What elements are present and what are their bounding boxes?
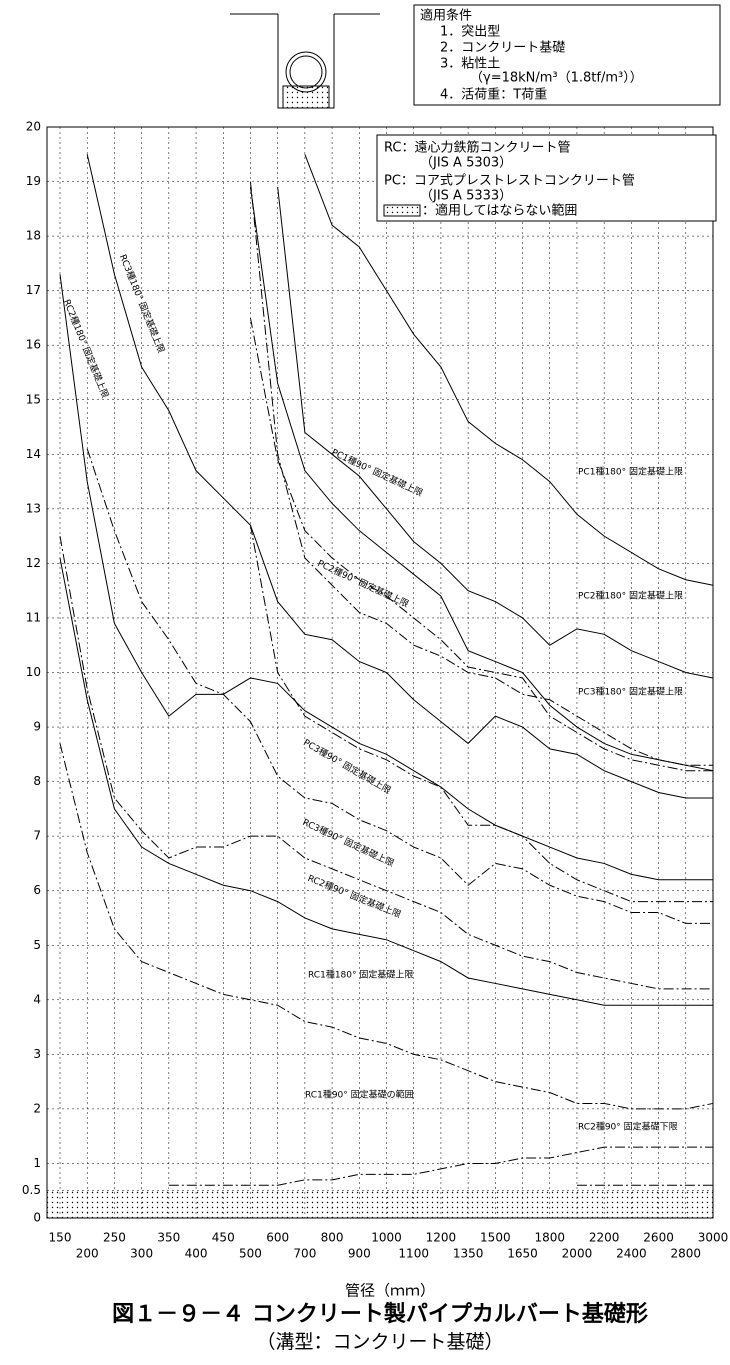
- x-tick-label: 2400: [616, 1247, 647, 1261]
- condition: 2．コンクリート基礎: [440, 41, 565, 56]
- series-line: [59, 743, 714, 1110]
- conditions-box: [413, 4, 721, 106]
- x-tick-label: 400: [185, 1247, 208, 1261]
- series-label: RC2種90° 固定基礎上限: [306, 872, 403, 920]
- y-tick-label: 17: [26, 283, 41, 297]
- x-tick-label: 1800: [534, 1231, 565, 1245]
- y-tick-label: 0.5: [22, 1183, 41, 1197]
- series-line: [304, 154, 714, 586]
- series-line: [59, 274, 713, 881]
- chart-title: 図１－９－４ コンクリート製パイプカルバート基礎形: [112, 1301, 648, 1327]
- y-tick-label: 5: [33, 938, 41, 952]
- y-tick-label: 9: [33, 720, 41, 734]
- x-tick-label: 1100: [398, 1247, 429, 1261]
- x-tick-label: 500: [239, 1247, 262, 1261]
- y-tick-label: 0: [33, 1211, 41, 1225]
- x-tick-label: 700: [293, 1247, 316, 1261]
- series-label: PC1種90° 固定基礎上限: [330, 446, 425, 499]
- series-line: [168, 1146, 713, 1186]
- x-tick-label: 1350: [453, 1247, 484, 1261]
- y-tick-label: 4: [33, 992, 41, 1006]
- y-tick-label: 14: [26, 447, 41, 461]
- series-label: RC2種90° 固定基礎下限: [578, 1121, 678, 1133]
- y-tick-label: 19: [26, 174, 41, 188]
- x-tick-label: 2000: [562, 1247, 593, 1261]
- series-label: PC3種180° 固定基礎上限: [578, 686, 683, 698]
- series-line: [277, 186, 714, 679]
- series-label: RC1種90° 固定基礎の範囲: [305, 1089, 414, 1101]
- x-tick-label: 1200: [426, 1231, 457, 1245]
- series-line: [59, 536, 713, 990]
- chart-subtitle: （溝型：コンクリート基礎）: [256, 1331, 503, 1353]
- x-tick-label: 1000: [371, 1231, 402, 1245]
- condition: 3．粘性土: [440, 57, 500, 72]
- trench-diagram: [230, 13, 380, 109]
- y-tick-label: 8: [33, 774, 41, 788]
- series-line: [249, 181, 713, 766]
- x-tick-label: 150: [49, 1231, 72, 1245]
- y-tick-label: 12: [26, 556, 41, 570]
- y-tick-label: 1: [33, 1156, 41, 1170]
- series-label: RC3種90° 固定基礎上限: [301, 816, 396, 869]
- legend-swatch: [383, 204, 421, 217]
- x-tick-label: 350: [157, 1231, 180, 1245]
- x-tick-label: 450: [212, 1231, 235, 1245]
- condition: 4．活荷重：T荷重: [440, 87, 547, 103]
- legend-note: （JIS A 5333）: [420, 189, 512, 204]
- series-line: [86, 154, 713, 799]
- series-line: [249, 317, 713, 772]
- series-label: RC2種180° 固定基礎上限: [61, 298, 112, 400]
- series-label: PC1種180° 固定基礎上限: [578, 466, 683, 478]
- x-tick-label: 300: [130, 1247, 153, 1261]
- conditions-title: 適用条件: [420, 8, 472, 24]
- y-tick-label: 3: [33, 1047, 41, 1061]
- y-tick-label: 6: [33, 883, 41, 897]
- x-tick-label: 2600: [643, 1231, 674, 1245]
- y-tick-label: 2: [33, 1101, 41, 1115]
- x-tick-label: 600: [266, 1231, 289, 1245]
- x-axis-label: 管径（ｍｍ）: [345, 1282, 435, 1300]
- series-label: RC3種180° 固定基礎上限: [117, 253, 168, 355]
- x-tick-label: 3000: [698, 1231, 729, 1245]
- series-label: RC1種180° 固定基礎上限: [308, 969, 413, 981]
- condition: （γ=18kN/m³（1.8tf/m³））: [470, 71, 643, 86]
- series-line: [249, 525, 713, 903]
- x-tick-label: 250: [103, 1231, 126, 1245]
- y-tick-label: 7: [33, 829, 41, 843]
- condition: 1．突出型: [440, 24, 500, 40]
- y-tick-label: 18: [26, 229, 41, 243]
- series-line: [249, 186, 714, 772]
- x-tick-label: 2800: [671, 1247, 702, 1261]
- x-tick-label: 2200: [589, 1231, 620, 1245]
- legend-note: （JIS A 5303）: [420, 156, 512, 171]
- y-tick-label: 11: [26, 610, 41, 624]
- legend-note: PC：コア式プレストレストコンクリート管: [384, 174, 635, 189]
- y-tick-label: 16: [26, 338, 41, 352]
- excluded-region: [47, 1190, 713, 1218]
- series-line: [86, 448, 713, 924]
- series-label: PC2種180° 固定基礎上限: [578, 590, 683, 602]
- legend-note: ：適用してはならない範囲: [422, 203, 577, 219]
- y-tick-label: 20: [26, 120, 41, 134]
- legend-box: [376, 134, 717, 222]
- x-tick-label: 1500: [480, 1231, 511, 1245]
- y-tick-label: 15: [26, 392, 41, 406]
- y-tick-label: 10: [26, 665, 41, 679]
- y-tick-label: 13: [26, 501, 41, 515]
- series-label: PC3種90° 固定基礎上限: [301, 736, 393, 796]
- x-tick-label: 900: [348, 1247, 371, 1261]
- x-tick-label: 1650: [507, 1247, 538, 1261]
- x-tick-label: 800: [321, 1231, 344, 1245]
- x-tick-label: 200: [76, 1247, 99, 1261]
- series-line: [59, 557, 713, 1006]
- legend-note: RC：遠心力鉄筋コンクリート管: [384, 140, 570, 156]
